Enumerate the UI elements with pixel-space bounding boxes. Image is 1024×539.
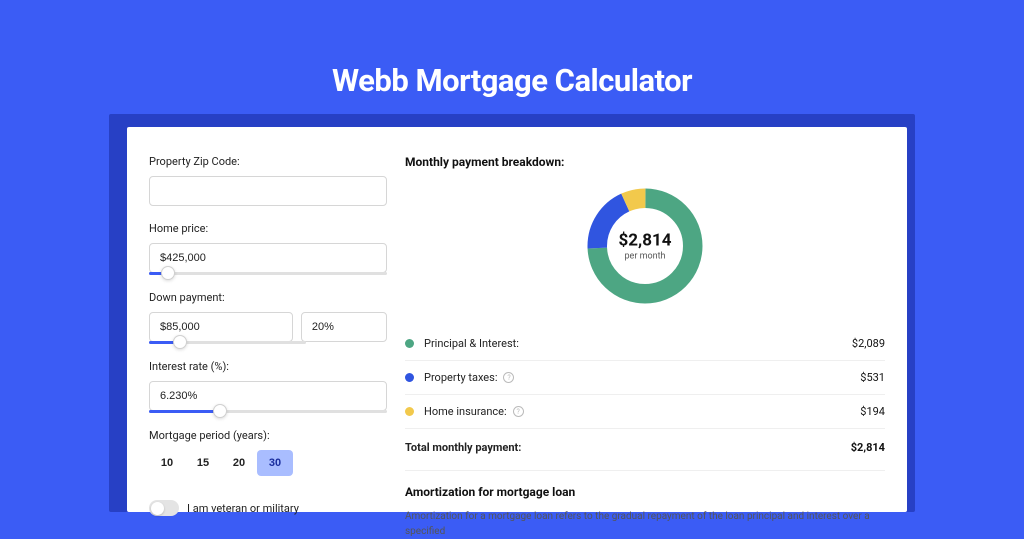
zip-group: Property Zip Code:: [149, 155, 387, 206]
home-price-label: Home price:: [149, 222, 387, 235]
breakdown-label: Principal & Interest:: [424, 337, 852, 350]
zip-label: Property Zip Code:: [149, 155, 387, 168]
interest-rate-input[interactable]: [149, 381, 387, 411]
interest-rate-label: Interest rate (%):: [149, 360, 387, 373]
home-price-group: Home price:: [149, 222, 387, 275]
page-title: Webb Mortgage Calculator: [332, 62, 692, 99]
total-label: Total monthly payment:: [405, 441, 851, 454]
veteran-toggle[interactable]: [149, 500, 179, 516]
interest-rate-slider-fill: [149, 410, 220, 413]
donut-wrap: $2,814 per month: [405, 183, 885, 309]
breakdown-value: $2,089: [852, 337, 885, 350]
veteran-label: I am veteran or military: [187, 502, 299, 515]
legend-dot: [405, 407, 414, 416]
breakdown-value: $194: [860, 405, 885, 418]
veteran-toggle-knob: [151, 502, 164, 515]
period-options: 10152030: [149, 450, 387, 476]
breakdown-title: Monthly payment breakdown:: [405, 155, 885, 169]
home-price-input[interactable]: [149, 243, 387, 273]
breakdown-label: Property taxes:?: [424, 371, 860, 384]
breakdown-row: Home insurance:?$194: [405, 394, 885, 428]
down-payment-group: Down payment:: [149, 291, 387, 344]
period-option-10[interactable]: 10: [149, 450, 185, 476]
period-label: Mortgage period (years):: [149, 429, 387, 442]
interest-rate-group: Interest rate (%):: [149, 360, 387, 413]
interest-rate-slider[interactable]: [149, 410, 387, 413]
info-icon[interactable]: ?: [503, 372, 514, 383]
down-payment-pct-input[interactable]: [301, 312, 387, 342]
info-icon[interactable]: ?: [513, 406, 524, 417]
amortization-text: Amortization for a mortgage loan refers …: [405, 509, 885, 539]
donut-center: $2,814 per month: [619, 231, 672, 262]
period-option-30[interactable]: 30: [257, 450, 293, 476]
breakdown-row: Property taxes:?$531: [405, 360, 885, 394]
amortization-block: Amortization for mortgage loan Amortizat…: [405, 470, 885, 539]
period-group: Mortgage period (years): 10152030: [149, 429, 387, 476]
down-payment-slider[interactable]: [149, 341, 306, 344]
breakdown-value: $531: [860, 371, 885, 384]
amortization-title: Amortization for mortgage loan: [405, 485, 885, 499]
legend-dot: [405, 339, 414, 348]
total-value: $2,814: [851, 441, 885, 454]
home-price-slider[interactable]: [149, 272, 387, 275]
down-payment-input[interactable]: [149, 312, 293, 342]
total-row: Total monthly payment: $2,814: [405, 428, 885, 468]
breakdown-column: Monthly payment breakdown: $2,814 per mo…: [405, 155, 885, 512]
period-option-20[interactable]: 20: [221, 450, 257, 476]
zip-input[interactable]: [149, 176, 387, 206]
breakdown-rows: Principal & Interest:$2,089Property taxe…: [405, 327, 885, 428]
down-payment-label: Down payment:: [149, 291, 387, 304]
legend-dot: [405, 373, 414, 382]
donut-sub: per month: [619, 252, 672, 262]
interest-rate-slider-thumb[interactable]: [213, 404, 227, 418]
breakdown-label: Home insurance:?: [424, 405, 860, 418]
period-option-15[interactable]: 15: [185, 450, 221, 476]
form-column: Property Zip Code: Home price: Down paym…: [149, 155, 387, 512]
veteran-row: I am veteran or military: [149, 500, 387, 516]
down-payment-slider-thumb[interactable]: [173, 335, 187, 349]
breakdown-row: Principal & Interest:$2,089: [405, 327, 885, 360]
home-price-slider-thumb[interactable]: [161, 266, 175, 280]
donut-amount: $2,814: [619, 231, 672, 251]
calculator-panel: Property Zip Code: Home price: Down paym…: [127, 127, 907, 512]
